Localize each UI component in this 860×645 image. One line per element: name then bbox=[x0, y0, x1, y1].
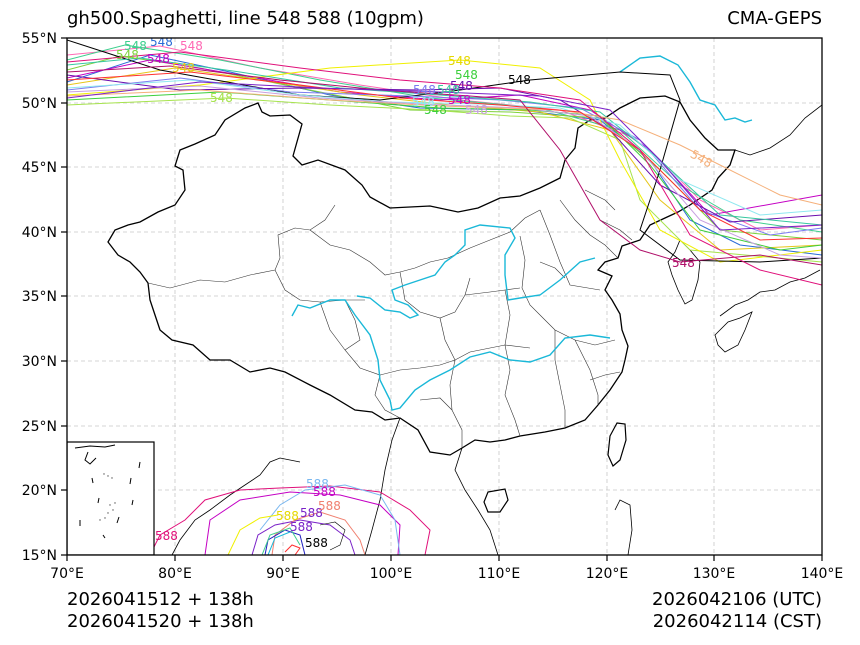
y-tick-label: 30°N bbox=[22, 354, 57, 370]
contour-label-548: 548 bbox=[465, 103, 488, 117]
taiwan-coast bbox=[607, 422, 627, 467]
contour-label-548: 548 bbox=[147, 52, 170, 66]
contour-label-548: 548 bbox=[450, 79, 473, 93]
contour-label-548: 548 bbox=[448, 54, 471, 68]
x-tick-label: 80°E bbox=[158, 566, 192, 582]
x-tick-label: 140°E bbox=[801, 566, 844, 582]
x-tick-label: 110°E bbox=[478, 566, 521, 582]
y-tick-label: 15°N bbox=[22, 548, 57, 564]
philippines-coast bbox=[614, 499, 633, 555]
korea-coast bbox=[667, 239, 701, 305]
contour-label-548: 548 bbox=[424, 103, 447, 117]
india-coast bbox=[171, 457, 301, 555]
china-border bbox=[107, 95, 736, 456]
y-axis-labels: 55°N 50°N 45°N 40°N 35°N 30°N 25°N 20°N … bbox=[22, 31, 57, 564]
contour-label-548: 548 bbox=[672, 256, 695, 270]
init-time-utc: 2026041512 + 138h bbox=[67, 589, 254, 610]
chart-title: gh500.Spaghetti, line 548 588 (10gpm) bbox=[67, 8, 424, 29]
contour-label-548: 548 bbox=[448, 93, 471, 107]
x-tick-label: 70°E bbox=[50, 566, 84, 582]
axis-ticks bbox=[61, 37, 823, 561]
init-time-block: 2026041512 + 138h 2026041520 + 138h bbox=[67, 589, 254, 633]
labels-588: 588 588 588 588 588 588 588 588 bbox=[155, 477, 341, 550]
contour-label-588: 588 bbox=[313, 485, 336, 499]
contour-label-548: 548 bbox=[455, 68, 478, 82]
contour-label-588: 588 bbox=[276, 509, 299, 523]
contour-label-548: 548 bbox=[116, 48, 139, 62]
y-tick-label: 55°N bbox=[22, 31, 57, 47]
contour-label-548: 548 bbox=[124, 39, 147, 53]
y-tick-label: 25°N bbox=[22, 419, 57, 435]
contour-label-588: 588 bbox=[305, 536, 328, 550]
contour-label-548: 548 bbox=[172, 61, 195, 75]
contour-label-548: 548 bbox=[180, 39, 203, 53]
contour-label-548: 548 bbox=[210, 91, 233, 105]
contour-label-548: 548 bbox=[150, 35, 173, 49]
model-name: CMA-GEPS bbox=[727, 8, 822, 29]
y-tick-label: 40°N bbox=[22, 225, 57, 241]
contour-label-588: 588 bbox=[306, 477, 329, 491]
x-tick-label: 100°E bbox=[370, 566, 413, 582]
valid-time-cst: 2026042114 (CST) bbox=[652, 611, 822, 632]
y-tick-label: 45°N bbox=[22, 160, 57, 176]
valid-time-block: 2026042106 (UTC) 2026042114 (CST) bbox=[652, 589, 822, 633]
province-borders bbox=[147, 189, 633, 448]
y-tick-label: 50°N bbox=[22, 96, 57, 112]
contour-label-548: 548 bbox=[437, 83, 460, 97]
russia-coast bbox=[734, 104, 822, 156]
x-axis-labels: 70°E 80°E 90°E 100°E 110°E 120°E 130°E 1… bbox=[50, 566, 843, 582]
indochina-coast bbox=[364, 417, 499, 555]
y-tick-label: 35°N bbox=[22, 289, 57, 305]
contours-548 bbox=[67, 39, 822, 286]
valid-time-utc: 2026042106 (UTC) bbox=[652, 589, 822, 610]
contour-label-548: 548 bbox=[508, 73, 531, 87]
rivers bbox=[291, 55, 753, 411]
init-time-cst: 2026041520 + 138h bbox=[67, 611, 254, 632]
contours-588 bbox=[149, 484, 431, 555]
contour-label-548: 548 bbox=[412, 95, 435, 109]
contour-label-588: 588 bbox=[300, 506, 323, 520]
x-tick-label: 90°E bbox=[266, 566, 300, 582]
y-tick-label: 20°N bbox=[22, 483, 57, 499]
contour-label-588: 588 bbox=[318, 499, 341, 513]
south-china-sea-inset bbox=[67, 441, 155, 555]
contour-label-548: 548 bbox=[413, 83, 436, 97]
contour-label-588: 588 bbox=[155, 529, 178, 543]
x-tick-label: 120°E bbox=[586, 566, 629, 582]
x-tick-label: 130°E bbox=[693, 566, 736, 582]
japan-coast bbox=[714, 269, 821, 353]
hainan-coast bbox=[483, 488, 509, 513]
contour-label-588: 588 bbox=[290, 520, 313, 534]
